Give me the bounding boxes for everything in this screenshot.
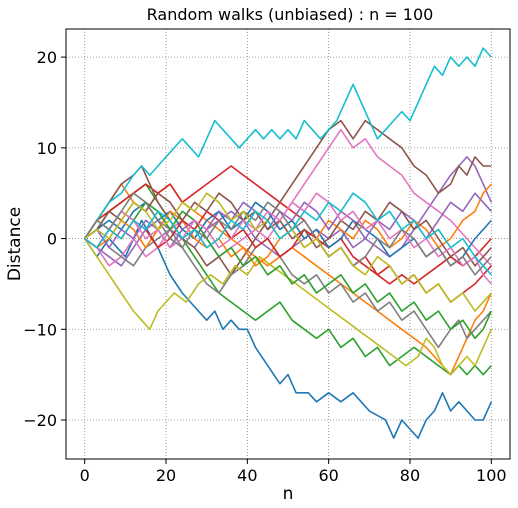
series-line-8 xyxy=(85,239,492,375)
series-line-5 xyxy=(85,121,492,275)
x-tick-label-4: 80 xyxy=(400,466,420,485)
y-ticks: −20 −10 0 10 20 xyxy=(23,48,66,430)
x-tick-label-0: 0 xyxy=(80,466,90,485)
y-tick-label-1: −10 xyxy=(23,320,57,339)
x-tick-label-3: 60 xyxy=(318,466,338,485)
series-line-3 xyxy=(85,166,492,284)
plot-series-group xyxy=(85,48,492,438)
x-tick-label-1: 20 xyxy=(156,466,176,485)
chart-title: Random walks (unbiased) : n = 100 xyxy=(147,5,434,24)
y-axis-label: Distance xyxy=(5,207,25,281)
series-line-18 xyxy=(85,193,492,311)
y-tick-label-4: 20 xyxy=(37,48,57,67)
x-tick-label-2: 40 xyxy=(237,466,257,485)
x-ticks: 0 20 40 60 80 100 xyxy=(80,459,507,485)
y-tick-label-3: 10 xyxy=(37,139,57,158)
x-axis-label: n xyxy=(283,484,294,504)
y-tick-label-0: −20 xyxy=(23,411,57,430)
y-tick-label-2: 0 xyxy=(47,230,57,249)
x-tick-label-5: 100 xyxy=(476,466,507,485)
